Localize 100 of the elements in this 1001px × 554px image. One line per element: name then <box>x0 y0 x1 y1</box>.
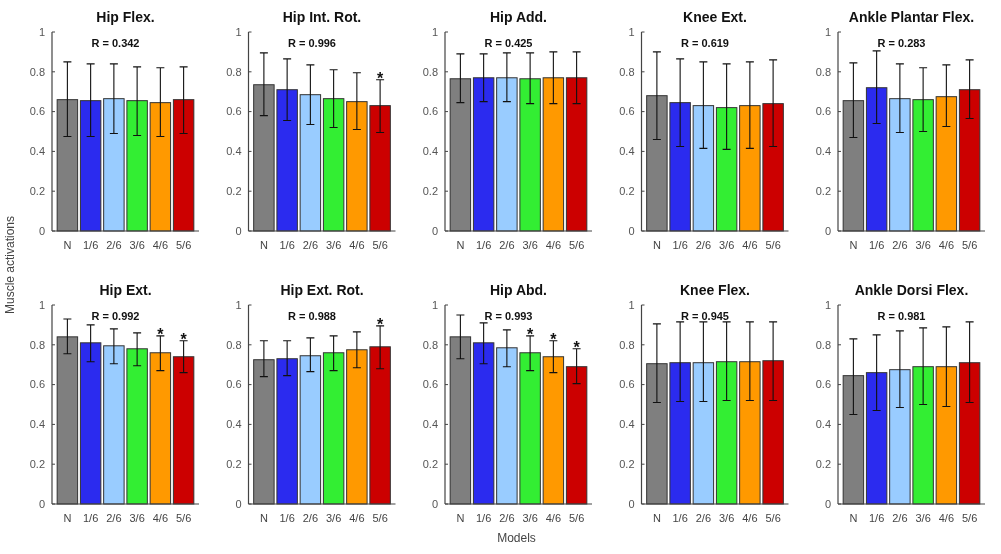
y-tick-label: 0.2 <box>619 185 635 198</box>
y-tick-label: 0.4 <box>422 145 438 158</box>
y-tick-label: 0 <box>628 497 635 510</box>
annotation: R = 0.992 <box>91 310 140 322</box>
x-tick-label: 3/6 <box>522 512 538 524</box>
y-tick-label: 0 <box>431 497 438 510</box>
x-tick-label: 4/6 <box>152 512 169 524</box>
bar <box>449 336 472 505</box>
y-tick-label: 0.8 <box>226 65 242 78</box>
y-tick-label: 0 <box>38 224 45 237</box>
y-tick-label: 0.6 <box>815 378 831 391</box>
x-tick-label: 2/6 <box>302 512 319 524</box>
y-tick-label: 0.8 <box>815 65 831 78</box>
bar <box>322 98 345 232</box>
y-tick-label: 0.6 <box>29 378 45 391</box>
data-label: * <box>376 315 384 333</box>
y-tick-label: 0.6 <box>619 105 635 118</box>
y-tick-label: 0.8 <box>29 65 45 78</box>
x-tick-label: 5/6 <box>568 512 585 524</box>
x-tick-label: 3/6 <box>718 239 735 251</box>
x-tick-label: N <box>63 239 72 251</box>
y-tick-label: 0.2 <box>422 458 438 471</box>
bar <box>958 89 981 232</box>
x-tick-label: 4/6 <box>742 512 758 524</box>
x-tick-label: 3/6 <box>915 512 931 524</box>
x-tick-label: N <box>652 512 661 524</box>
chart-title: Hip Add. <box>489 9 548 25</box>
x-tick-label: 2/6 <box>892 239 908 251</box>
x-tick-label: 4/6 <box>742 239 758 251</box>
bar <box>958 362 981 505</box>
bar <box>299 94 322 232</box>
y-tick-label: 0.8 <box>619 65 635 78</box>
y-tick-label: 0 <box>824 224 831 237</box>
x-tick-label: 2/6 <box>695 239 712 251</box>
x-tick-label: N <box>456 512 465 524</box>
y-tick-label: 1 <box>38 298 45 311</box>
x-tick-label: 5/6 <box>765 512 781 524</box>
y-tick-label: 0 <box>235 224 242 237</box>
x-tick-label: 1/6 <box>279 239 295 251</box>
y-tick-label: 1 <box>431 298 438 311</box>
annotation: R = 0.619 <box>680 37 730 49</box>
y-tick-label: 0.2 <box>29 458 45 471</box>
y-tick-label: 0.2 <box>226 458 242 471</box>
y-tick-label: 1 <box>235 298 242 311</box>
x-tick-label: 5/6 <box>765 239 781 251</box>
y-tick-label: 0.8 <box>815 338 831 351</box>
x-tick-label: 2/6 <box>695 512 712 524</box>
x-tick-label: 5/6 <box>372 239 388 251</box>
annotation: R = 0.996 <box>287 37 337 49</box>
y-tick-label: 0.6 <box>422 378 438 391</box>
annotation: R = 0.988 <box>287 310 337 322</box>
y-tick-label: 0.6 <box>619 378 635 391</box>
x-tick-label: 2/6 <box>106 512 122 524</box>
x-tick-label: 1/6 <box>279 512 295 524</box>
y-axis-title: Muscle activations <box>3 215 17 315</box>
x-tick-label: N <box>63 512 72 524</box>
y-tick-label: 0.6 <box>815 105 831 118</box>
x-tick-label: 4/6 <box>938 239 955 251</box>
bar <box>692 105 715 232</box>
x-tick-label: 2/6 <box>892 512 908 524</box>
x-tick-label: 4/6 <box>545 239 562 251</box>
x-tick-label: 5/6 <box>175 239 192 251</box>
y-tick-label: 0.8 <box>619 338 635 351</box>
y-tick-label: 0.4 <box>226 145 242 158</box>
chart-title: Hip Int. Rot. <box>282 9 362 25</box>
y-tick-label: 0 <box>431 224 438 237</box>
y-tick-label: 0.4 <box>226 418 242 431</box>
x-tick-label: 3/6 <box>522 239 538 251</box>
y-tick-label: 0.4 <box>29 145 45 158</box>
annotation: R = 0.425 <box>484 37 533 49</box>
data-label: * <box>550 330 558 348</box>
x-tick-label: 3/6 <box>915 239 931 251</box>
y-tick-label: 0.2 <box>422 185 438 198</box>
x-tick-label: N <box>456 239 465 251</box>
x-tick-label: 5/6 <box>372 512 388 524</box>
y-tick-label: 0.4 <box>619 145 635 158</box>
x-tick-label: 1/6 <box>82 512 99 524</box>
bar <box>565 366 588 505</box>
y-tick-label: 0 <box>38 497 45 510</box>
y-tick-label: 0.4 <box>422 418 438 431</box>
bar <box>322 352 345 505</box>
x-tick-label: 3/6 <box>325 239 342 251</box>
data-label: * <box>527 325 534 343</box>
chart-title: Hip Ext. Rot. <box>280 282 364 298</box>
y-tick-label: 0.6 <box>226 105 242 118</box>
y-tick-label: 0.4 <box>815 145 831 158</box>
x-tick-label: N <box>849 239 858 251</box>
x-tick-label: N <box>259 512 268 524</box>
chart-title: Hip Abd. <box>489 282 548 298</box>
bar <box>172 356 195 505</box>
bar <box>842 100 865 232</box>
y-tick-label: 0 <box>628 224 635 237</box>
chart-title: Ankle Plantar Flex. <box>848 9 975 25</box>
x-tick-label: 3/6 <box>718 512 735 524</box>
y-tick-label: 1 <box>431 25 438 38</box>
x-tick-label: 3/6 <box>129 512 145 524</box>
y-tick-label: 0.2 <box>29 185 45 198</box>
y-tick-label: 1 <box>38 25 45 38</box>
y-tick-label: 0 <box>824 497 831 510</box>
x-tick-label: 3/6 <box>129 239 145 251</box>
